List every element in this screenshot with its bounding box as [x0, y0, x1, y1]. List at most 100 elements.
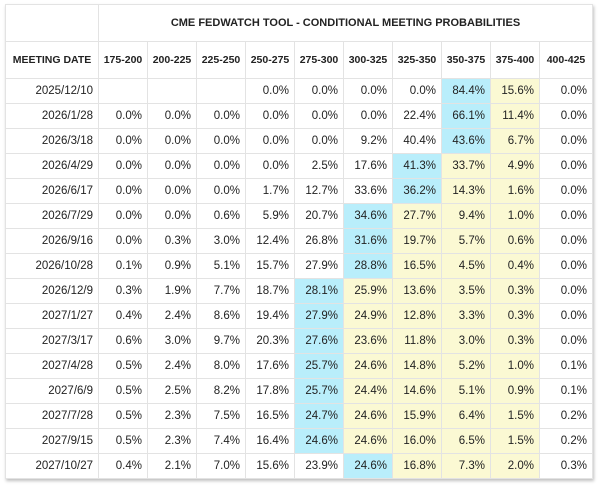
probability-cell: 1.0%	[490, 353, 540, 379]
meeting-date: 2026/1/28	[5, 103, 99, 129]
probability-cell: 1.6%	[490, 178, 540, 204]
meeting-date: 2027/6/9	[5, 378, 99, 404]
probability-cell: 6.4%	[441, 403, 491, 429]
probability-cell: 0.0%	[147, 103, 197, 129]
probability-cell: 19.7%	[392, 228, 442, 254]
probability-cell: 2.4%	[147, 353, 197, 379]
probability-cell: 0.0%	[539, 103, 593, 129]
probability-cell: 0.0%	[539, 328, 593, 354]
probability-cell: 0.3%	[490, 328, 540, 354]
probability-cell: 24.7%	[294, 403, 344, 429]
corner-cell	[5, 4, 99, 42]
probability-cell: 66.1%	[441, 103, 491, 129]
probability-cell: 0.6%	[98, 328, 148, 354]
probability-cell: 23.6%	[343, 328, 393, 354]
rate-range-header: 275-300	[294, 41, 344, 79]
probability-cell: 16.5%	[392, 253, 442, 279]
table-row: 2027/10/27 0.4% 2.1% 7.0% 15.6% 23.9% 24.6% 16.…	[5, 453, 593, 479]
meeting-date: 2027/9/15	[5, 428, 99, 454]
meeting-date: 2027/3/17	[5, 328, 99, 354]
probability-cell: 0.0%	[539, 253, 593, 279]
rate-range-header: 400-425	[539, 41, 593, 79]
table-row: 2026/9/16 0.0% 0.3% 3.0% 12.4% 26.8% 31.6% 19.7…	[5, 228, 593, 254]
probability-cell: 0.0%	[539, 153, 593, 179]
probability-cell: 14.3%	[441, 178, 491, 204]
probability-cell: 0.0%	[196, 103, 246, 129]
probability-cell: 0.6%	[196, 203, 246, 229]
probability-cell: 0.3%	[98, 278, 148, 304]
probability-cell: 0.0%	[343, 103, 393, 129]
table-row: 2026/10/28 0.1% 0.9% 5.1% 15.7% 27.9% 28.8% 16.…	[5, 253, 593, 279]
probability-cell: 0.0%	[343, 78, 393, 104]
probability-cell: 24.6%	[343, 428, 393, 454]
probability-cell: 0.0%	[539, 228, 593, 254]
probability-cell: 1.0%	[490, 203, 540, 229]
table-row: 2026/12/9 0.3% 1.9% 7.7% 18.7% 28.1% 25.9% 13.6…	[5, 278, 593, 304]
probability-cell: 6.5%	[441, 428, 491, 454]
meeting-date: 2026/10/28	[5, 253, 99, 279]
probability-cell: 7.7%	[196, 278, 246, 304]
probability-cell: 0.6%	[490, 228, 540, 254]
probability-cell: 14.8%	[392, 353, 442, 379]
probability-cell: 0.0%	[539, 303, 593, 329]
probability-cell: 9.7%	[196, 328, 246, 354]
probability-cell: 3.3%	[441, 303, 491, 329]
probability-cell: 0.1%	[98, 253, 148, 279]
table-row: 2027/9/15 0.5% 2.3% 7.4% 16.4% 24.6% 24.6% 16.0…	[5, 428, 593, 454]
probability-cell: 11.8%	[392, 328, 442, 354]
probability-cell: 7.4%	[196, 428, 246, 454]
probability-cell: 0.0%	[147, 203, 197, 229]
rate-range-header: 175-200	[98, 41, 148, 79]
probability-cell: 3.0%	[147, 328, 197, 354]
probability-cell: 2.5%	[147, 378, 197, 404]
probability-cell: 33.7%	[441, 153, 491, 179]
probability-cell: 0.0%	[98, 228, 148, 254]
probability-cell: 15.7%	[245, 253, 295, 279]
probability-cell: 0.5%	[98, 403, 148, 429]
probability-cell	[98, 78, 148, 104]
meeting-date: 2026/12/9	[5, 278, 99, 304]
probability-cell: 5.9%	[245, 203, 295, 229]
probability-table: CME FEDWATCH TOOL - CONDITIONAL MEETING …	[5, 4, 593, 479]
probability-cell: 0.3%	[490, 278, 540, 304]
meeting-date: 2026/3/18	[5, 128, 99, 154]
table-row: 2027/7/28 0.5% 2.3% 7.5% 16.5% 24.7% 24.6% 15.9…	[5, 403, 593, 429]
probability-cell: 0.4%	[490, 253, 540, 279]
probability-cell: 0.2%	[539, 428, 593, 454]
probability-cell: 27.9%	[294, 303, 344, 329]
probability-cell: 0.2%	[539, 403, 593, 429]
probability-cell: 16.4%	[245, 428, 295, 454]
meeting-date: 2026/9/16	[5, 228, 99, 254]
probability-cell	[196, 78, 246, 104]
probability-cell: 1.5%	[490, 403, 540, 429]
probability-cell: 7.5%	[196, 403, 246, 429]
probability-cell: 33.6%	[343, 178, 393, 204]
probability-cell: 22.4%	[392, 103, 442, 129]
probability-cell: 84.4%	[441, 78, 491, 104]
probability-cell: 0.0%	[147, 153, 197, 179]
probability-cell: 17.6%	[343, 153, 393, 179]
probability-cell: 0.0%	[294, 128, 344, 154]
probability-cell: 0.0%	[98, 103, 148, 129]
probability-cell: 25.9%	[343, 278, 393, 304]
probability-cell: 3.5%	[441, 278, 491, 304]
probability-cell: 3.0%	[441, 328, 491, 354]
table-row: 2027/4/28 0.5% 2.4% 8.0% 17.6% 25.7% 24.6% 14.8…	[5, 353, 593, 379]
probability-cell: 0.4%	[98, 453, 148, 479]
probability-cell: 0.0%	[196, 153, 246, 179]
probability-cell: 6.7%	[490, 128, 540, 154]
probability-cell: 0.0%	[539, 203, 593, 229]
probability-cell: 7.0%	[196, 453, 246, 479]
probability-cell: 0.0%	[147, 178, 197, 204]
probability-cell: 5.2%	[441, 353, 491, 379]
probability-cell: 2.0%	[490, 453, 540, 479]
probability-cell: 1.5%	[490, 428, 540, 454]
rate-range-header: 350-375	[441, 41, 491, 79]
probability-cell: 43.6%	[441, 128, 491, 154]
probability-cell: 15.6%	[490, 78, 540, 104]
probability-cell: 5.1%	[441, 378, 491, 404]
probability-cell: 9.4%	[441, 203, 491, 229]
meeting-date: 2027/10/27	[5, 453, 99, 479]
table-row: 2026/3/18 0.0% 0.0% 0.0% 0.0% 0.0% 9.2% 40.4% 43…	[5, 128, 593, 154]
probability-cell: 15.6%	[245, 453, 295, 479]
